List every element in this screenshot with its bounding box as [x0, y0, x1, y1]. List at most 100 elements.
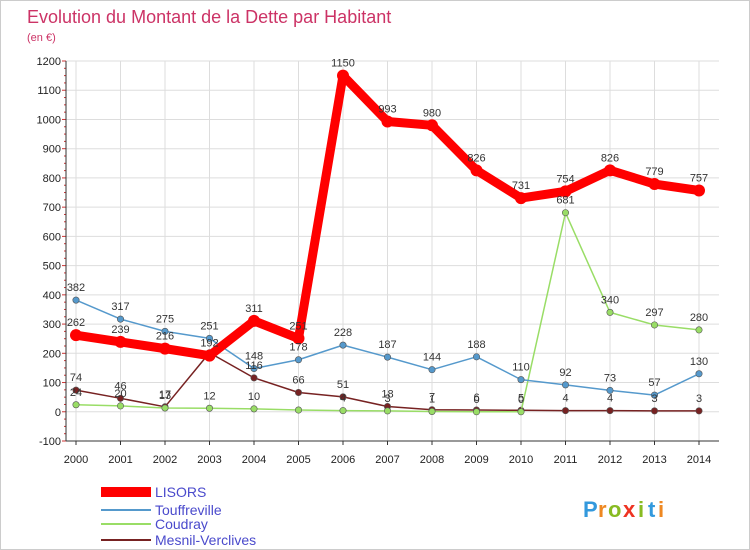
data-point — [606, 308, 614, 316]
data-label: 275 — [156, 313, 174, 325]
x-tick-label: 2012 — [598, 454, 622, 466]
y-tick-label: 1000 — [37, 114, 61, 126]
data-point — [117, 402, 125, 410]
series-lines — [70, 69, 705, 416]
brand-letter: t — [648, 497, 656, 522]
legend-label: LISORS — [155, 484, 206, 500]
data-label: 5 — [518, 392, 524, 404]
x-tick-label: 2005 — [286, 454, 310, 466]
axes: -100010020030040050060070080090010001100… — [37, 56, 719, 466]
x-tick-label: 2011 — [554, 454, 578, 466]
data-point — [604, 164, 616, 177]
x-tick-label: 2003 — [197, 454, 221, 466]
data-point — [72, 401, 80, 409]
data-label: 779 — [645, 166, 663, 178]
data-point — [250, 405, 258, 413]
x-tick-label: 2002 — [153, 454, 177, 466]
data-point — [606, 407, 614, 415]
x-tick-label: 2009 — [464, 454, 488, 466]
data-label: 18 — [381, 389, 393, 401]
x-tick-label: 2006 — [331, 454, 355, 466]
data-point — [695, 407, 703, 415]
data-label: 46 — [114, 380, 126, 392]
data-point — [206, 334, 214, 342]
data-label: 382 — [67, 282, 85, 294]
legend-label: Coudray — [155, 516, 208, 532]
data-point — [250, 365, 258, 373]
data-point — [383, 407, 391, 415]
data-label: 340 — [601, 294, 619, 306]
data-point — [561, 209, 569, 217]
brand-letter: x — [623, 497, 636, 522]
data-point — [117, 394, 125, 402]
data-label: 3 — [384, 393, 390, 405]
data-point — [561, 407, 569, 415]
data-label: 130 — [690, 356, 708, 368]
data-label: 7 — [429, 392, 435, 404]
y-tick-label: 600 — [43, 231, 61, 243]
y-tick-label: 700 — [43, 202, 61, 214]
data-label: 10 — [248, 391, 260, 403]
data-point — [159, 342, 171, 355]
x-tick-label: 2000 — [64, 454, 88, 466]
data-point — [161, 404, 169, 412]
data-point — [426, 119, 438, 132]
y-tick-label: 300 — [43, 319, 61, 331]
chart-subtitle: (en €) — [27, 32, 56, 44]
y-tick-label: 200 — [43, 348, 61, 360]
data-label: 311 — [245, 303, 263, 315]
data-point — [648, 178, 661, 191]
data-label: 262 — [67, 317, 85, 329]
brand-letter: r — [598, 497, 607, 522]
data-point — [472, 408, 480, 416]
data-point — [161, 327, 169, 335]
data-point — [428, 407, 436, 415]
data-label: 980 — [423, 107, 441, 119]
data-label: 216 — [156, 331, 174, 343]
data-label: 188 — [467, 339, 485, 351]
data-label: 0 — [518, 394, 524, 406]
y-tick-label: -100 — [39, 436, 61, 448]
data-point — [650, 407, 658, 415]
gridlines — [66, 60, 719, 442]
data-point — [294, 406, 302, 414]
y-tick-label: 400 — [43, 290, 61, 302]
x-tick-label: 2008 — [420, 454, 444, 466]
data-label: 6 — [473, 392, 479, 404]
data-label: 144 — [423, 352, 441, 364]
data-point — [250, 374, 258, 382]
legend: LISORS TouffrevilleCoudrayMesnil-Verclive… — [101, 484, 256, 548]
data-label: 73 — [604, 372, 616, 384]
legend-label: Mesnil-Verclives — [155, 532, 256, 548]
data-label: 110 — [512, 362, 530, 374]
data-label: 192 — [200, 338, 218, 350]
data-label: 297 — [645, 307, 663, 319]
x-tick-label: 2004 — [242, 454, 266, 466]
data-label: 3 — [696, 393, 702, 405]
data-point — [383, 353, 391, 361]
data-label: 826 — [601, 152, 619, 164]
y-tick-label: 900 — [43, 144, 61, 156]
data-point — [693, 184, 705, 197]
data-label: 92 — [559, 367, 571, 379]
data-point — [117, 315, 125, 323]
x-tick-label: 2001 — [108, 454, 132, 466]
data-label: 681 — [556, 195, 574, 207]
data-point — [515, 192, 527, 205]
data-point — [695, 370, 703, 378]
data-label: 187 — [378, 339, 396, 351]
data-point — [203, 349, 216, 362]
data-point — [559, 185, 572, 198]
data-label: 13 — [159, 390, 171, 402]
brand-letter: i — [638, 497, 644, 522]
data-label: 1150 — [331, 58, 355, 70]
data-point — [606, 386, 614, 394]
data-label: 17 — [159, 389, 171, 401]
data-point — [294, 356, 302, 364]
data-label: 280 — [690, 312, 708, 324]
data-point — [206, 404, 214, 412]
data-point — [650, 391, 658, 399]
y-tick-label: 800 — [43, 173, 61, 185]
data-label: 993 — [378, 104, 396, 116]
